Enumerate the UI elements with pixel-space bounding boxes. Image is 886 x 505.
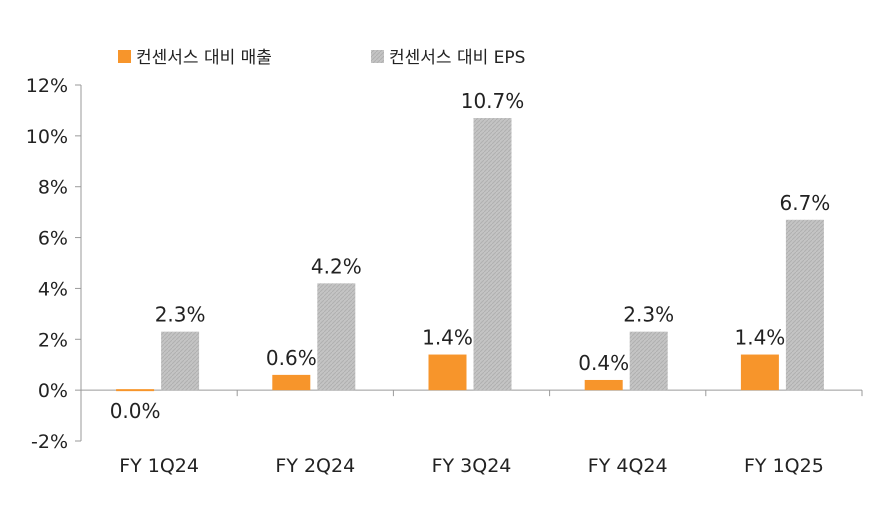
revenue-data-label: 1.4%	[422, 326, 473, 350]
y-tick-label: 10%	[26, 126, 68, 148]
legend-swatch-eps	[371, 50, 384, 63]
y-axis: 12% 10% 8% 6% 4% 2% 0% -2%	[26, 75, 81, 453]
legend-label-revenue: 컨센서스 대비 매출	[136, 48, 272, 68]
y-tick-label: 8%	[38, 177, 68, 199]
bars	[116, 118, 824, 392]
y-tick-label: -2%	[31, 431, 68, 453]
eps-data-label: 6.7%	[779, 191, 830, 215]
eps-data-label: 10.7%	[461, 89, 525, 113]
y-tick-label: 2%	[38, 329, 68, 351]
eps-bar	[161, 331, 200, 391]
eps-data-label: 2.3%	[155, 303, 206, 327]
eps-data-label: 2.3%	[623, 303, 674, 327]
x-tick-label: FY 1Q25	[744, 455, 824, 477]
x-tick-label: FY 4Q24	[588, 455, 668, 477]
x-tick-label: FY 3Q24	[432, 455, 512, 477]
legend-swatch-revenue	[118, 50, 131, 63]
data-labels: 0.0% 0.6% 1.4% 0.4% 1.4% 2.3% 4.2% 10.7% 2.3% 6.7…	[110, 89, 831, 423]
x-axis: FY 1Q24 FY 2Q24 FY 3Q24 FY 4Q24 FY 1Q25	[80, 389, 863, 477]
eps-bar	[317, 283, 356, 391]
revenue-data-label: 0.6%	[266, 346, 317, 370]
x-tick-label: FY 1Q24	[119, 455, 199, 477]
revenue-data-label: 0.0%	[110, 399, 161, 423]
legend-label-eps: 컨센서스 대비 EPS	[389, 48, 525, 68]
y-tick-label: 0%	[38, 380, 68, 402]
revenue-data-label: 0.4%	[578, 351, 629, 375]
y-tick-label: 4%	[38, 278, 68, 300]
x-tick-label: FY 2Q24	[275, 455, 355, 477]
eps-bar	[629, 331, 668, 391]
revenue-bar	[740, 354, 779, 391]
revenue-bar	[272, 374, 311, 391]
revenue-bar	[584, 379, 623, 391]
y-tick-label: 12%	[26, 75, 68, 97]
revenue-bar	[428, 354, 467, 391]
eps-bar	[473, 118, 512, 391]
revenue-bar	[116, 389, 155, 392]
revenue-data-label: 1.4%	[734, 326, 785, 350]
eps-data-label: 4.2%	[311, 254, 362, 278]
eps-bar	[785, 219, 824, 391]
legend: 컨센서스 대비 매출 컨센서스 대비 EPS	[118, 48, 525, 68]
y-tick-label: 6%	[38, 228, 68, 250]
